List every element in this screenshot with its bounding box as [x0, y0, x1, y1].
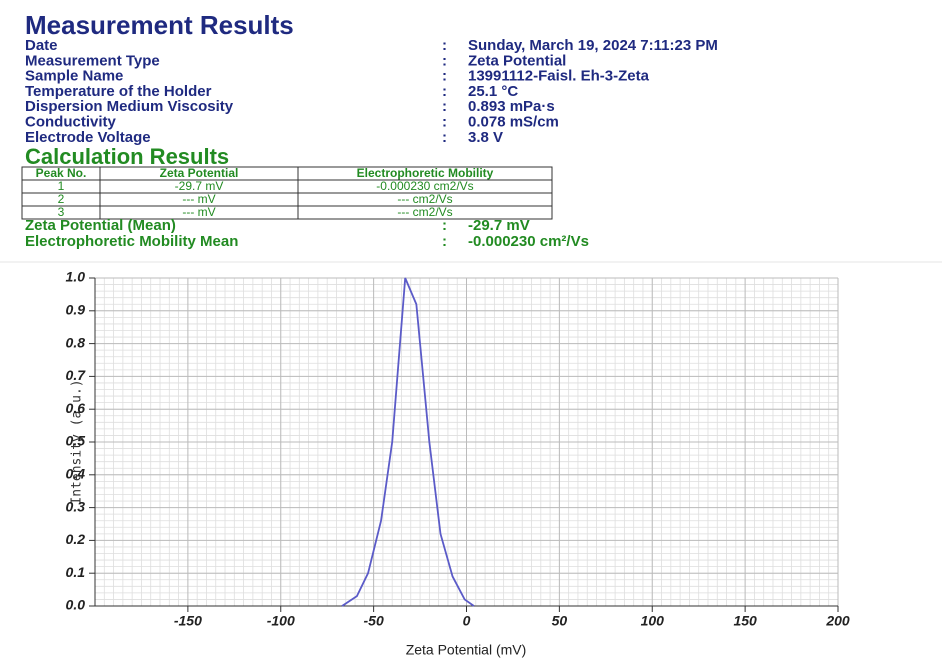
table-header: Electrophoretic Mobility — [357, 166, 494, 180]
table-cell: --- cm2/Vs — [397, 192, 452, 206]
calc-title: Calculation Results — [25, 144, 229, 169]
table-grid — [21, 166, 553, 220]
info-label: Conductivity — [25, 113, 116, 130]
info-label: Sample Name — [25, 68, 123, 85]
info-label: Measurement Type — [25, 52, 160, 69]
separator: : — [442, 233, 447, 250]
table-cell: 2 — [58, 192, 65, 206]
x-tick-label: 150 — [733, 613, 757, 629]
table-cell: --- cm2/Vs — [397, 205, 452, 219]
separator: : — [442, 217, 447, 234]
separator: : — [442, 129, 447, 146]
y-tick-label: 0.1 — [66, 564, 86, 580]
info-label: Electrode Voltage — [25, 129, 151, 146]
separator: : — [442, 37, 447, 54]
x-label: Zeta Potential (mV) — [406, 642, 527, 658]
mean-label: Zeta Potential (Mean) — [25, 217, 176, 234]
separator: : — [442, 68, 447, 85]
y-tick-label: 0.3 — [66, 498, 86, 514]
x-tick-label: 50 — [552, 613, 568, 629]
y-tick-label: 0.2 — [66, 531, 86, 547]
info-value: Zeta Potential — [468, 52, 566, 69]
curve — [341, 277, 475, 607]
table-cell: --- mV — [182, 205, 215, 219]
mean-label: Electrophoretic Mobility Mean — [25, 233, 238, 250]
mean-value: -0.000230 cm²/Vs — [468, 233, 589, 250]
y-tick-label: 0.0 — [66, 597, 86, 613]
y-tick-label: 0.5 — [66, 433, 86, 449]
info-value: 13991112-Faisl. Eh-3-Zeta — [468, 68, 650, 85]
x-tick-label: -100 — [267, 613, 295, 629]
separator: : — [442, 113, 447, 130]
y-tick-label: 0.6 — [66, 400, 86, 416]
info-value: Sunday, March 19, 2024 7:11:23 PM — [468, 37, 718, 54]
table-header: Peak No. — [36, 166, 87, 180]
info-label: Temperature of the Holder — [25, 83, 212, 100]
table-cell: 3 — [58, 205, 65, 219]
info-value: 3.8 V — [468, 129, 503, 146]
separator: : — [442, 83, 447, 100]
y-tick-label: 0.8 — [66, 334, 86, 350]
title: Measurement Results — [25, 10, 294, 40]
info-label: Dispersion Medium Viscosity — [25, 98, 234, 115]
table-cell: --- mV — [182, 192, 215, 206]
info-label: Date — [25, 37, 58, 54]
table-cell: 1 — [58, 179, 65, 193]
y-tick-label: 0.4 — [66, 466, 86, 482]
x-tick-label: -50 — [364, 613, 384, 629]
x-tick-label: 100 — [641, 613, 665, 629]
info-value: 0.078 mS/cm — [468, 113, 559, 130]
x-tick-label: -150 — [174, 613, 202, 629]
table-cell: -0.000230 cm2/Vs — [376, 179, 473, 193]
table-cell: -29.7 mV — [175, 179, 224, 193]
table-header: Zeta Potential — [160, 166, 239, 180]
y-label: Intensity (a.u.) — [70, 379, 85, 504]
x-tick-label: 0 — [463, 613, 471, 629]
mean-value: -29.7 mV — [468, 217, 530, 234]
y-tick-label: 0.7 — [66, 367, 87, 383]
y-tick-label: 1.0 — [66, 269, 86, 285]
separator: : — [442, 98, 447, 115]
info-value: 25.1 °C — [468, 83, 518, 100]
info-value: 0.893 mPa·s — [468, 98, 555, 115]
x-tick-label: 200 — [825, 613, 850, 629]
separator: : — [442, 52, 447, 69]
y-tick-label: 0.9 — [66, 302, 86, 318]
